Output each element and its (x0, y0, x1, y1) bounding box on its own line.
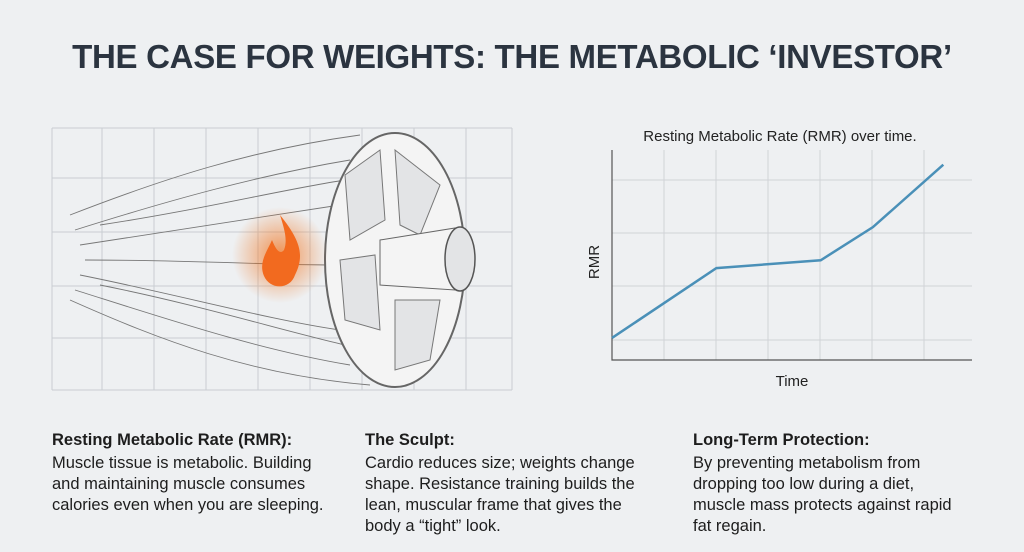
column-heading: Long-Term Protection: (693, 431, 870, 449)
column-body: By preventing metabolism from dropping t… (693, 454, 952, 535)
page-title: THE CASE FOR WEIGHTS: THE METABOLIC ‘INV… (72, 38, 952, 75)
chart-title: Resting Metabolic Rate (RMR) over time. (643, 128, 916, 145)
column-body: Muscle tissue is metabolic. Building and… (52, 454, 324, 514)
x-axis-label: Time (776, 373, 809, 390)
column: Resting Metabolic Rate (RMR): Muscle tiss… (52, 430, 342, 516)
flame-icon (262, 215, 300, 287)
data-line (611, 163, 945, 339)
axes (611, 150, 972, 361)
y-axis-label: RMR (586, 245, 603, 279)
column-body: Cardio reduces size; weights change shap… (365, 454, 635, 535)
chart: Resting Metabolic Rate (RMR) over time. … (586, 128, 972, 390)
column-heading: Resting Metabolic Rate (RMR): (52, 431, 293, 449)
column: Long-Term Protection: By preventing metab… (693, 430, 953, 537)
chart-grid (612, 150, 972, 360)
column-heading: The Sculpt: (365, 431, 455, 449)
column: The Sculpt: Cardio reduces size; weights … (365, 430, 655, 537)
